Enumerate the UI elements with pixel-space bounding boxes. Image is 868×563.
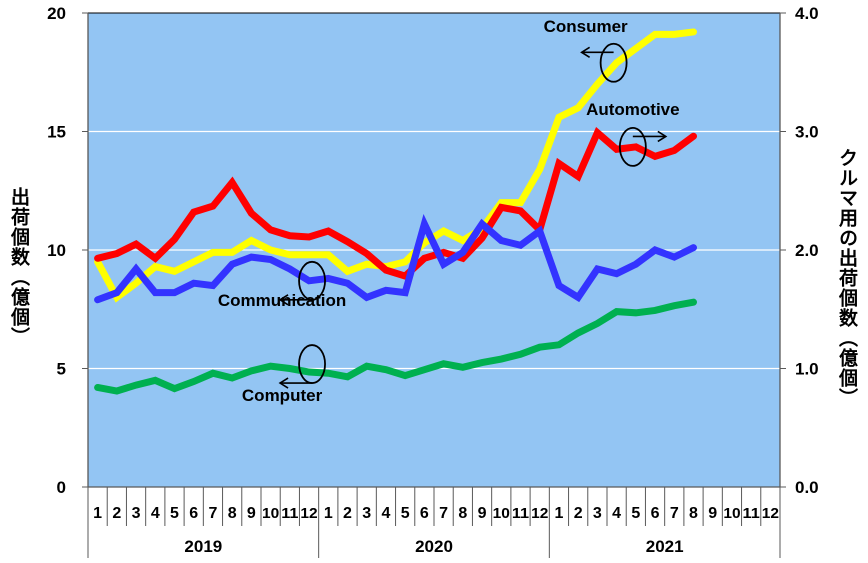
annotation-ellipse bbox=[618, 127, 647, 167]
x-tick-label-month: 5 bbox=[401, 505, 410, 522]
x-tick-label-month: 11 bbox=[743, 505, 760, 522]
x-tick-label-month: 1 bbox=[554, 505, 563, 522]
annotation-label-consumer: Consumer bbox=[544, 17, 628, 36]
y-tick-label: 20 bbox=[47, 4, 66, 23]
annotation-label-computer: Computer bbox=[242, 386, 323, 405]
x-tick-label-month: 6 bbox=[420, 505, 429, 522]
y-right-tick-label: 0.0 bbox=[795, 478, 819, 497]
x-tick-label-month: 2 bbox=[112, 505, 121, 522]
x-tick-label-month: 11 bbox=[512, 505, 529, 522]
x-tick-label-month: 1 bbox=[324, 505, 333, 522]
x-tick-label-month: 2 bbox=[343, 505, 352, 522]
series-line-automotive bbox=[94, 126, 697, 281]
x-tick-label-month: 10 bbox=[262, 505, 279, 522]
y-right-tick-label: 2.0 bbox=[795, 241, 819, 260]
x-tick-label-year: 2021 bbox=[646, 537, 684, 556]
x-tick-label-month: 7 bbox=[670, 505, 679, 522]
x-tick-label-year: 2020 bbox=[415, 537, 453, 556]
y-axis-right-title: クルマ用の出荷個数（億個） bbox=[836, 148, 858, 408]
x-tick-label-month: 4 bbox=[151, 505, 160, 522]
y-right-tick-label: 1.0 bbox=[795, 360, 819, 379]
x-tick-label-month: 8 bbox=[689, 505, 698, 522]
x-tick-label-month: 3 bbox=[362, 505, 371, 522]
annotation-ellipse bbox=[599, 42, 628, 83]
y-axis-right: 0.0 1.0 2.0 3.0 4.0 bbox=[780, 4, 819, 497]
x-tick-label-month: 4 bbox=[381, 505, 390, 522]
y-axis-left-title: 出荷個数（億個） bbox=[8, 187, 30, 347]
arrow-left-icon bbox=[278, 294, 289, 306]
y-tick-label: 15 bbox=[47, 123, 66, 142]
series-line-consumer bbox=[94, 28, 697, 303]
annotations: Consumer Automotive Communication Computer bbox=[218, 17, 680, 405]
x-tick-label-month: 11 bbox=[281, 505, 298, 522]
y-right-tick-label: 3.0 bbox=[795, 123, 819, 142]
x-tick-label-month: 1 bbox=[93, 505, 102, 522]
x-tick-label-month: 3 bbox=[132, 505, 141, 522]
y-axis-left: 0 5 10 15 20 bbox=[47, 4, 88, 497]
x-tick-label-month: 2 bbox=[574, 505, 583, 522]
series-line-computer bbox=[94, 298, 697, 395]
y-tick-label: 0 bbox=[57, 478, 66, 497]
x-tick-label-month: 7 bbox=[208, 505, 217, 522]
x-tick-label-month: 5 bbox=[170, 505, 179, 522]
x-tick-label-month: 10 bbox=[723, 505, 740, 522]
series-line-communication bbox=[94, 214, 697, 304]
series-lines bbox=[94, 28, 697, 395]
x-tick-label-month: 8 bbox=[458, 505, 467, 522]
x-tick-label-month: 6 bbox=[651, 505, 660, 522]
y-tick-label: 10 bbox=[47, 241, 66, 260]
x-tick-label-month: 6 bbox=[189, 505, 198, 522]
annotation-label-communication: Communication bbox=[218, 291, 346, 310]
x-tick-label-month: 12 bbox=[531, 505, 548, 522]
x-tick-label-month: 3 bbox=[593, 505, 602, 522]
arrow-left-icon bbox=[278, 377, 289, 389]
x-tick-label-month: 8 bbox=[228, 505, 237, 522]
x-tick-label-month: 7 bbox=[439, 505, 448, 522]
x-tick-label-month: 9 bbox=[478, 505, 487, 522]
x-tick-label-month: 4 bbox=[612, 505, 621, 522]
x-tick-label-month: 12 bbox=[762, 505, 779, 522]
x-tick-label-month: 5 bbox=[631, 505, 640, 522]
x-tick-label-month: 9 bbox=[708, 505, 717, 522]
x-tick-label-month: 9 bbox=[247, 505, 256, 522]
x-tick-label-month: 10 bbox=[493, 505, 510, 522]
arrow-left-icon bbox=[580, 46, 591, 58]
y-right-tick-label: 4.0 bbox=[795, 4, 819, 23]
x-tick-label-month: 12 bbox=[300, 505, 317, 522]
annotation-label-automotive: Automotive bbox=[586, 100, 680, 119]
y-tick-label: 5 bbox=[57, 360, 66, 379]
arrow-right-icon bbox=[657, 130, 668, 143]
x-tick-label-year: 2019 bbox=[184, 537, 222, 556]
